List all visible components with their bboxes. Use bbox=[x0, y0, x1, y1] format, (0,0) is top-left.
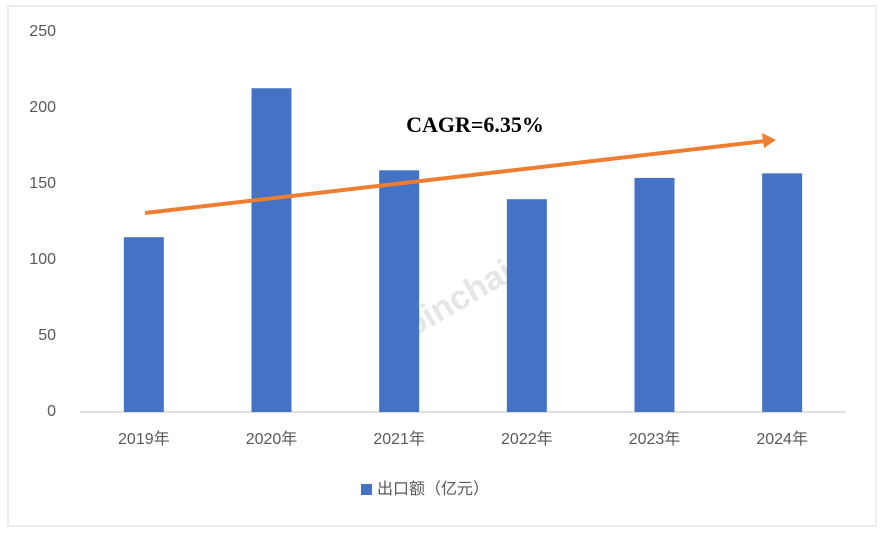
bar bbox=[379, 170, 420, 412]
y-tick-label: 50 bbox=[38, 327, 56, 344]
x-tick-label: 2024年 bbox=[756, 430, 808, 448]
x-tick-label: 2021年 bbox=[373, 430, 425, 448]
legend-swatch bbox=[361, 484, 372, 495]
bars bbox=[123, 88, 803, 413]
y-tick-label: 250 bbox=[29, 23, 56, 40]
bar bbox=[762, 173, 803, 412]
y-tick-label: 200 bbox=[29, 99, 56, 116]
bar bbox=[634, 177, 675, 412]
x-tick-label: 2022年 bbox=[501, 430, 553, 448]
x-tick-label: 2020年 bbox=[246, 430, 298, 448]
trend-arrow bbox=[144, 139, 766, 215]
annotation: CAGR=6.35% bbox=[406, 112, 544, 137]
x-tick-label: 2023年 bbox=[629, 430, 681, 448]
trend-arrow-head bbox=[762, 133, 776, 148]
x-tick-label: 2019年 bbox=[118, 430, 170, 448]
y-tick-label: 0 bbox=[47, 403, 56, 420]
y-tick-label: 100 bbox=[29, 251, 56, 268]
y-tick-label: 150 bbox=[29, 175, 56, 192]
legend-label: 出口额（亿元） bbox=[377, 480, 489, 498]
bar bbox=[506, 199, 547, 412]
bar bbox=[123, 237, 164, 412]
bar bbox=[251, 88, 292, 413]
